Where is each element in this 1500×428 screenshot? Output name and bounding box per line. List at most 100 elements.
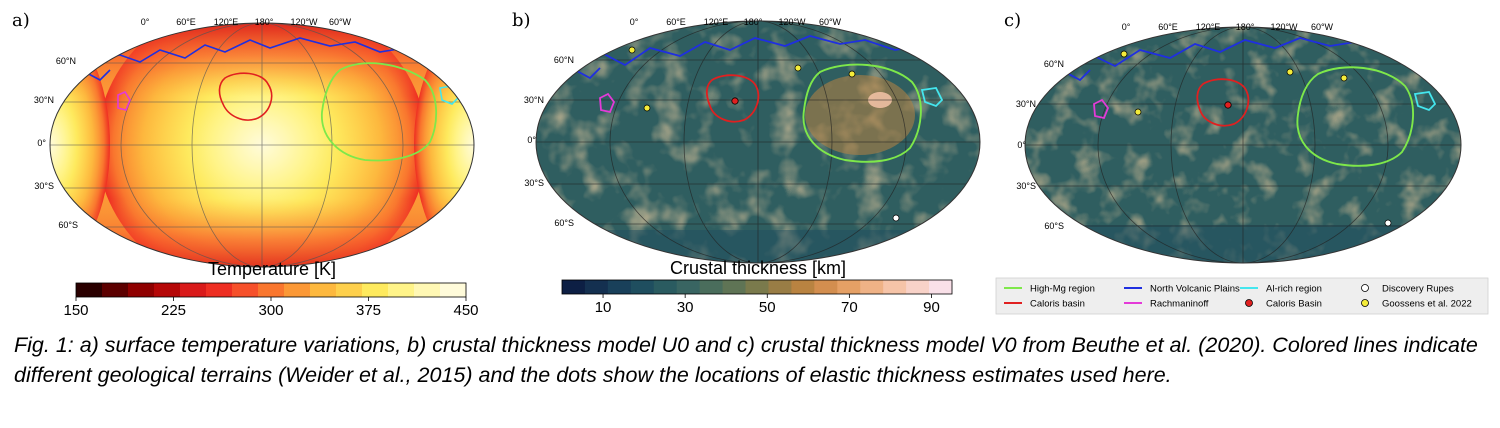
colorbar-tick-label: 450 <box>453 302 478 319</box>
lon-tick-label: 0° <box>630 17 639 27</box>
legend-label: Al-rich region <box>1266 284 1322 295</box>
colorbar-cell <box>630 280 655 294</box>
colorbar-cell <box>206 283 233 297</box>
colorbar-cell <box>837 280 861 294</box>
colorbar-cell <box>562 280 586 294</box>
lon-tick-label: 60°E <box>666 17 686 27</box>
crustal-thickness-map-v0 <box>1025 27 1461 263</box>
colorbar-cell <box>791 280 815 294</box>
lon-tick-label: 120°W <box>1270 22 1298 32</box>
legend-label: North Volcanic Plains <box>1150 284 1240 295</box>
colorbar-cell <box>154 283 181 297</box>
colorbar-cell <box>883 280 907 294</box>
panel-c-lat-ticks: 60°N 30°N 0° 30°S 60°S <box>1016 59 1064 231</box>
goossens-dot <box>794 64 802 72</box>
panel-b: b) <box>512 10 981 316</box>
legend: High-Mg region North Volcanic Plains Al-ri… <box>995 277 1489 315</box>
lat-tick-label: 30°N <box>524 95 544 105</box>
legend-label: Caloris Basin <box>1266 299 1322 310</box>
panel-c: c) <box>995 10 1489 315</box>
lon-tick-label: 120°E <box>704 17 729 27</box>
goossens-dot <box>1340 74 1348 82</box>
colorbar-b <box>562 280 953 294</box>
colorbar-a-ticks: 150 225 300 375 450 <box>63 297 479 319</box>
caloris-basin-dot <box>731 97 739 105</box>
colorbar-tick-label: 225 <box>161 302 186 319</box>
panel-a-lon-ticks: 0° 60°E 120°E 180° 120°W 60°W <box>141 17 352 27</box>
lat-tick-label: 60°S <box>1044 221 1064 231</box>
legend-label: Discovery Rupes <box>1382 284 1454 295</box>
colorbar-tick-label: 50 <box>759 299 776 316</box>
colorbar-b-ticks: 10 30 50 70 90 <box>595 294 940 316</box>
lon-tick-label: 60°W <box>1311 22 1334 32</box>
lat-tick-label: 0° <box>37 138 46 148</box>
colorbar-tick-label: 375 <box>356 302 381 319</box>
lon-tick-label: 0° <box>1122 22 1131 32</box>
colorbar-cell <box>584 280 609 294</box>
colorbar-a-title: Temperature [K] <box>208 259 336 279</box>
colorbar-tick-label: 150 <box>63 302 88 319</box>
colorbar-cell <box>336 283 363 297</box>
lat-tick-label: 0° <box>527 135 536 145</box>
lat-tick-label: 30°S <box>524 178 544 188</box>
legend-label: Rachmaninoff <box>1150 299 1209 310</box>
colorbar-cell <box>388 283 415 297</box>
lon-tick-label: 180° <box>1236 22 1255 32</box>
colorbar-cell <box>653 280 678 294</box>
panel-a-label: a) <box>12 10 30 31</box>
colorbar-b-title: Crustal thickness [km] <box>670 258 846 278</box>
colorbar-cell <box>906 280 930 294</box>
colorbar-cell <box>284 283 311 297</box>
lon-tick-label: 0° <box>141 17 150 27</box>
goossens-dot <box>1134 108 1142 116</box>
colorbar-cell <box>722 280 747 294</box>
colorbar-cell <box>258 283 285 297</box>
lat-tick-label: 30°N <box>34 95 54 105</box>
caloris-basin-dot <box>1224 101 1232 109</box>
lat-tick-label: 60°N <box>1044 59 1064 69</box>
discovery-rupes-dot <box>1384 219 1392 227</box>
lat-tick-label: 30°S <box>34 181 54 191</box>
lat-tick-label: 0° <box>1017 140 1026 150</box>
goossens-dot <box>1286 68 1294 76</box>
lon-tick-label: 120°E <box>1196 22 1221 32</box>
colorbar-cell <box>180 283 207 297</box>
goossens-dot <box>848 70 856 78</box>
colorbar-cell <box>414 283 441 297</box>
colorbar-cell <box>699 280 724 294</box>
colorbar-tick-label: 300 <box>258 302 283 319</box>
colorbar-cell <box>676 280 701 294</box>
lon-tick-label: 60°E <box>1158 22 1178 32</box>
legend-dot-swatch <box>1245 299 1253 307</box>
colorbar-cell <box>814 280 838 294</box>
lon-tick-label: 60°E <box>176 17 196 27</box>
goossens-dot <box>628 46 636 54</box>
panel-b-lon-ticks: 0° 60°E 120°E 180° 120°W 60°W <box>630 17 842 27</box>
lon-tick-label: 120°E <box>214 17 239 27</box>
legend-label: High-Mg region <box>1030 284 1095 295</box>
colorbar-cell <box>929 280 953 294</box>
legend-dot-swatch <box>1361 299 1369 307</box>
colorbar-cell <box>362 283 389 297</box>
colorbar-cell <box>310 283 337 297</box>
colorbar-a <box>76 283 467 297</box>
lon-tick-label: 180° <box>744 17 763 27</box>
colorbar-cell <box>76 283 103 297</box>
colorbar-cell <box>768 280 792 294</box>
lon-tick-label: 120°W <box>290 17 318 27</box>
colorbar-tick-label: 70 <box>841 299 858 316</box>
colorbar-cell <box>102 283 129 297</box>
colorbar-cell <box>128 283 155 297</box>
lat-tick-label: 60°S <box>554 218 574 228</box>
legend-dot-swatch <box>1361 284 1369 292</box>
colorbar-cell <box>232 283 259 297</box>
lat-tick-label: 60°S <box>58 220 78 230</box>
colorbar-cell <box>607 280 632 294</box>
lat-tick-label: 60°N <box>554 55 574 65</box>
colorbar-tick-label: 30 <box>677 299 694 316</box>
colorbar-cell <box>440 283 467 297</box>
colorbar-cell <box>860 280 884 294</box>
legend-label: Caloris basin <box>1030 299 1085 310</box>
goossens-dot <box>643 104 651 112</box>
